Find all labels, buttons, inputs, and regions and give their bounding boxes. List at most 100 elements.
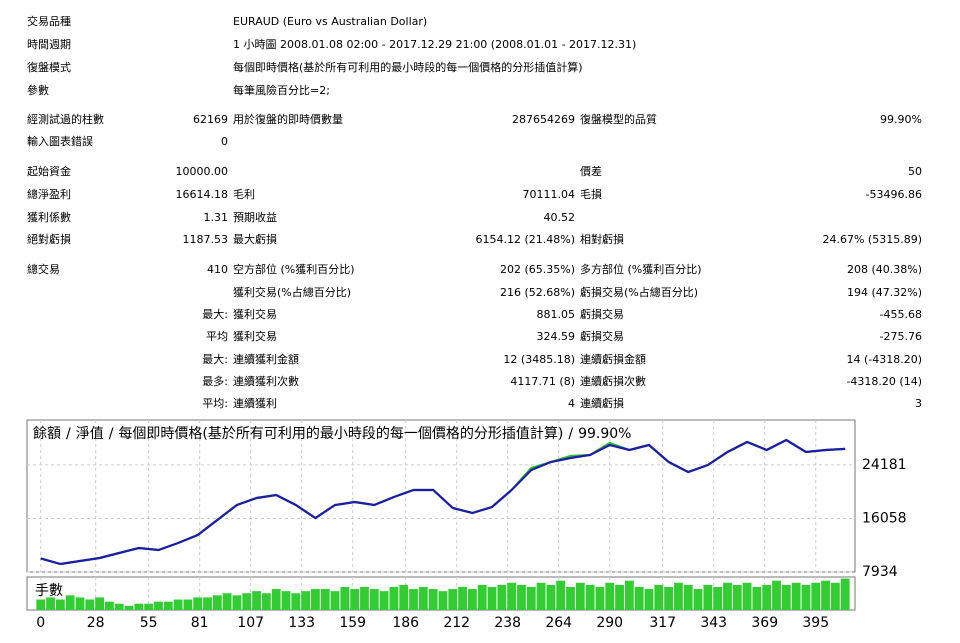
table-cell: 3 bbox=[915, 397, 922, 410]
table-cell: 毛損 bbox=[580, 187, 602, 201]
table-cell: 287654269 bbox=[512, 113, 575, 126]
separator: / bbox=[109, 426, 114, 442]
table-cell: 獲利交易 bbox=[233, 329, 277, 343]
x-tick-label: 133 bbox=[288, 615, 315, 631]
volume-bar bbox=[369, 589, 379, 610]
volume-bar bbox=[85, 599, 95, 610]
table-cell: 參數 bbox=[27, 83, 49, 97]
volume-bar bbox=[154, 601, 163, 610]
volume-bar bbox=[781, 584, 791, 610]
volume-bar bbox=[772, 580, 781, 610]
volume-bar bbox=[409, 589, 418, 610]
table-cell: 多方部位 (%獲利百分比) bbox=[580, 262, 702, 276]
table-cell: 毛利 bbox=[233, 188, 255, 201]
volume-bar bbox=[95, 597, 105, 610]
table-cell: 208 (40.38%) bbox=[847, 263, 922, 276]
volume-bar bbox=[458, 586, 467, 610]
volume-bar bbox=[271, 589, 281, 610]
volume-bar bbox=[752, 586, 762, 610]
chart-subtitle: 每個即時價格(基於所有可利用的最小時段的每一個價格的分形插值計算) bbox=[118, 425, 563, 442]
volume-bar bbox=[320, 589, 330, 610]
volume-bar bbox=[75, 597, 85, 610]
volume-bar bbox=[566, 586, 575, 610]
volume-bar bbox=[281, 591, 291, 610]
table-cell: 216 (52.68%) bbox=[500, 286, 575, 299]
volume-bar bbox=[124, 605, 134, 610]
volume-bar bbox=[291, 593, 301, 610]
table-cell: -53496.86 bbox=[866, 188, 922, 201]
volume-bar bbox=[105, 601, 114, 610]
volume-bar bbox=[301, 591, 311, 610]
table-cell: 70111.04 bbox=[523, 188, 576, 201]
volume-bar bbox=[664, 586, 674, 610]
volume-bar bbox=[350, 589, 360, 610]
table-cell: 交易品種 bbox=[27, 14, 71, 28]
table-cell: 價差 bbox=[580, 164, 602, 178]
table-cell: 194 (47.32%) bbox=[847, 286, 922, 299]
volume-bar bbox=[55, 599, 65, 610]
table-cell: 總淨盈利 bbox=[27, 187, 71, 201]
table-cell: 12 (3485.18) bbox=[503, 353, 575, 366]
table-cell: 獲利係數 bbox=[27, 211, 71, 224]
volume-bar bbox=[556, 580, 566, 610]
table-cell: 最大: bbox=[202, 307, 228, 321]
table-cell: 每筆風險百分比=2; bbox=[233, 83, 330, 97]
table-cell: 1187.53 bbox=[183, 233, 229, 246]
table-cell: -455.68 bbox=[880, 308, 922, 321]
volume-bar bbox=[399, 584, 409, 610]
table-cell: 獲利交易 bbox=[233, 307, 277, 321]
volume-bar bbox=[840, 578, 850, 610]
table-cell: 虧損交易 bbox=[580, 307, 624, 321]
x-tick-label: 212 bbox=[443, 615, 470, 631]
table-cell: 絕對虧損 bbox=[27, 232, 71, 246]
table-cell: 連續獲利 bbox=[233, 396, 277, 410]
x-tick-label: 0 bbox=[36, 615, 45, 631]
table-cell: 16614.18 bbox=[176, 188, 229, 201]
y-tick-label: 7934 bbox=[862, 564, 898, 580]
table-cell: 平均: bbox=[202, 397, 228, 410]
volume-bar bbox=[222, 593, 232, 610]
separator: / bbox=[66, 426, 71, 442]
volume-bar bbox=[360, 586, 369, 610]
volume-bar bbox=[713, 586, 723, 610]
table-cell: 空方部位 (%獲利百分比) bbox=[233, 262, 355, 276]
volume-bar bbox=[242, 593, 252, 610]
x-tick-label: 290 bbox=[596, 615, 623, 631]
table-cell: 881.05 bbox=[537, 308, 576, 321]
table-cell: 起始資金 bbox=[27, 164, 71, 178]
x-tick-label: 107 bbox=[237, 615, 264, 631]
table-cell: 6154.12 (21.48%) bbox=[475, 233, 575, 246]
x-tick-label: 395 bbox=[802, 615, 829, 631]
volume-bar bbox=[615, 584, 624, 610]
volume-bar bbox=[830, 582, 840, 610]
y-tick-label: 24181 bbox=[862, 457, 907, 473]
volume-bar bbox=[311, 589, 320, 610]
volume-bar bbox=[546, 584, 556, 610]
volume-bar bbox=[801, 584, 811, 610]
volume-bar bbox=[232, 595, 242, 610]
table-cell: 0 bbox=[221, 135, 228, 148]
separator: / bbox=[568, 426, 573, 442]
volume-bar bbox=[467, 589, 477, 610]
volume-bar bbox=[144, 603, 154, 610]
table-cell: 連續獲利金額 bbox=[233, 352, 299, 366]
table-cell: EURAUD (Euro vs Australian Dollar) bbox=[233, 15, 427, 28]
volume-label: 手數 bbox=[35, 583, 63, 599]
volume-bar bbox=[65, 595, 75, 610]
volume-bar bbox=[723, 582, 732, 610]
y-tick-label: 16058 bbox=[862, 510, 907, 526]
volume-bar bbox=[212, 595, 222, 610]
x-tick-label: 238 bbox=[494, 615, 521, 631]
volume-bar bbox=[497, 584, 507, 610]
table-cell: 輸入圖表錯誤 bbox=[27, 134, 93, 148]
volume-bar bbox=[654, 584, 664, 610]
volume-bar bbox=[134, 603, 144, 610]
volume-bar bbox=[575, 582, 585, 610]
volume-bar bbox=[644, 589, 654, 610]
table-cell: 最多: bbox=[202, 374, 228, 388]
volume-bar bbox=[674, 582, 683, 610]
table-cell: 連續虧損 bbox=[580, 396, 624, 410]
table-cell: 總交易 bbox=[27, 262, 60, 276]
volume-bar bbox=[252, 591, 261, 610]
